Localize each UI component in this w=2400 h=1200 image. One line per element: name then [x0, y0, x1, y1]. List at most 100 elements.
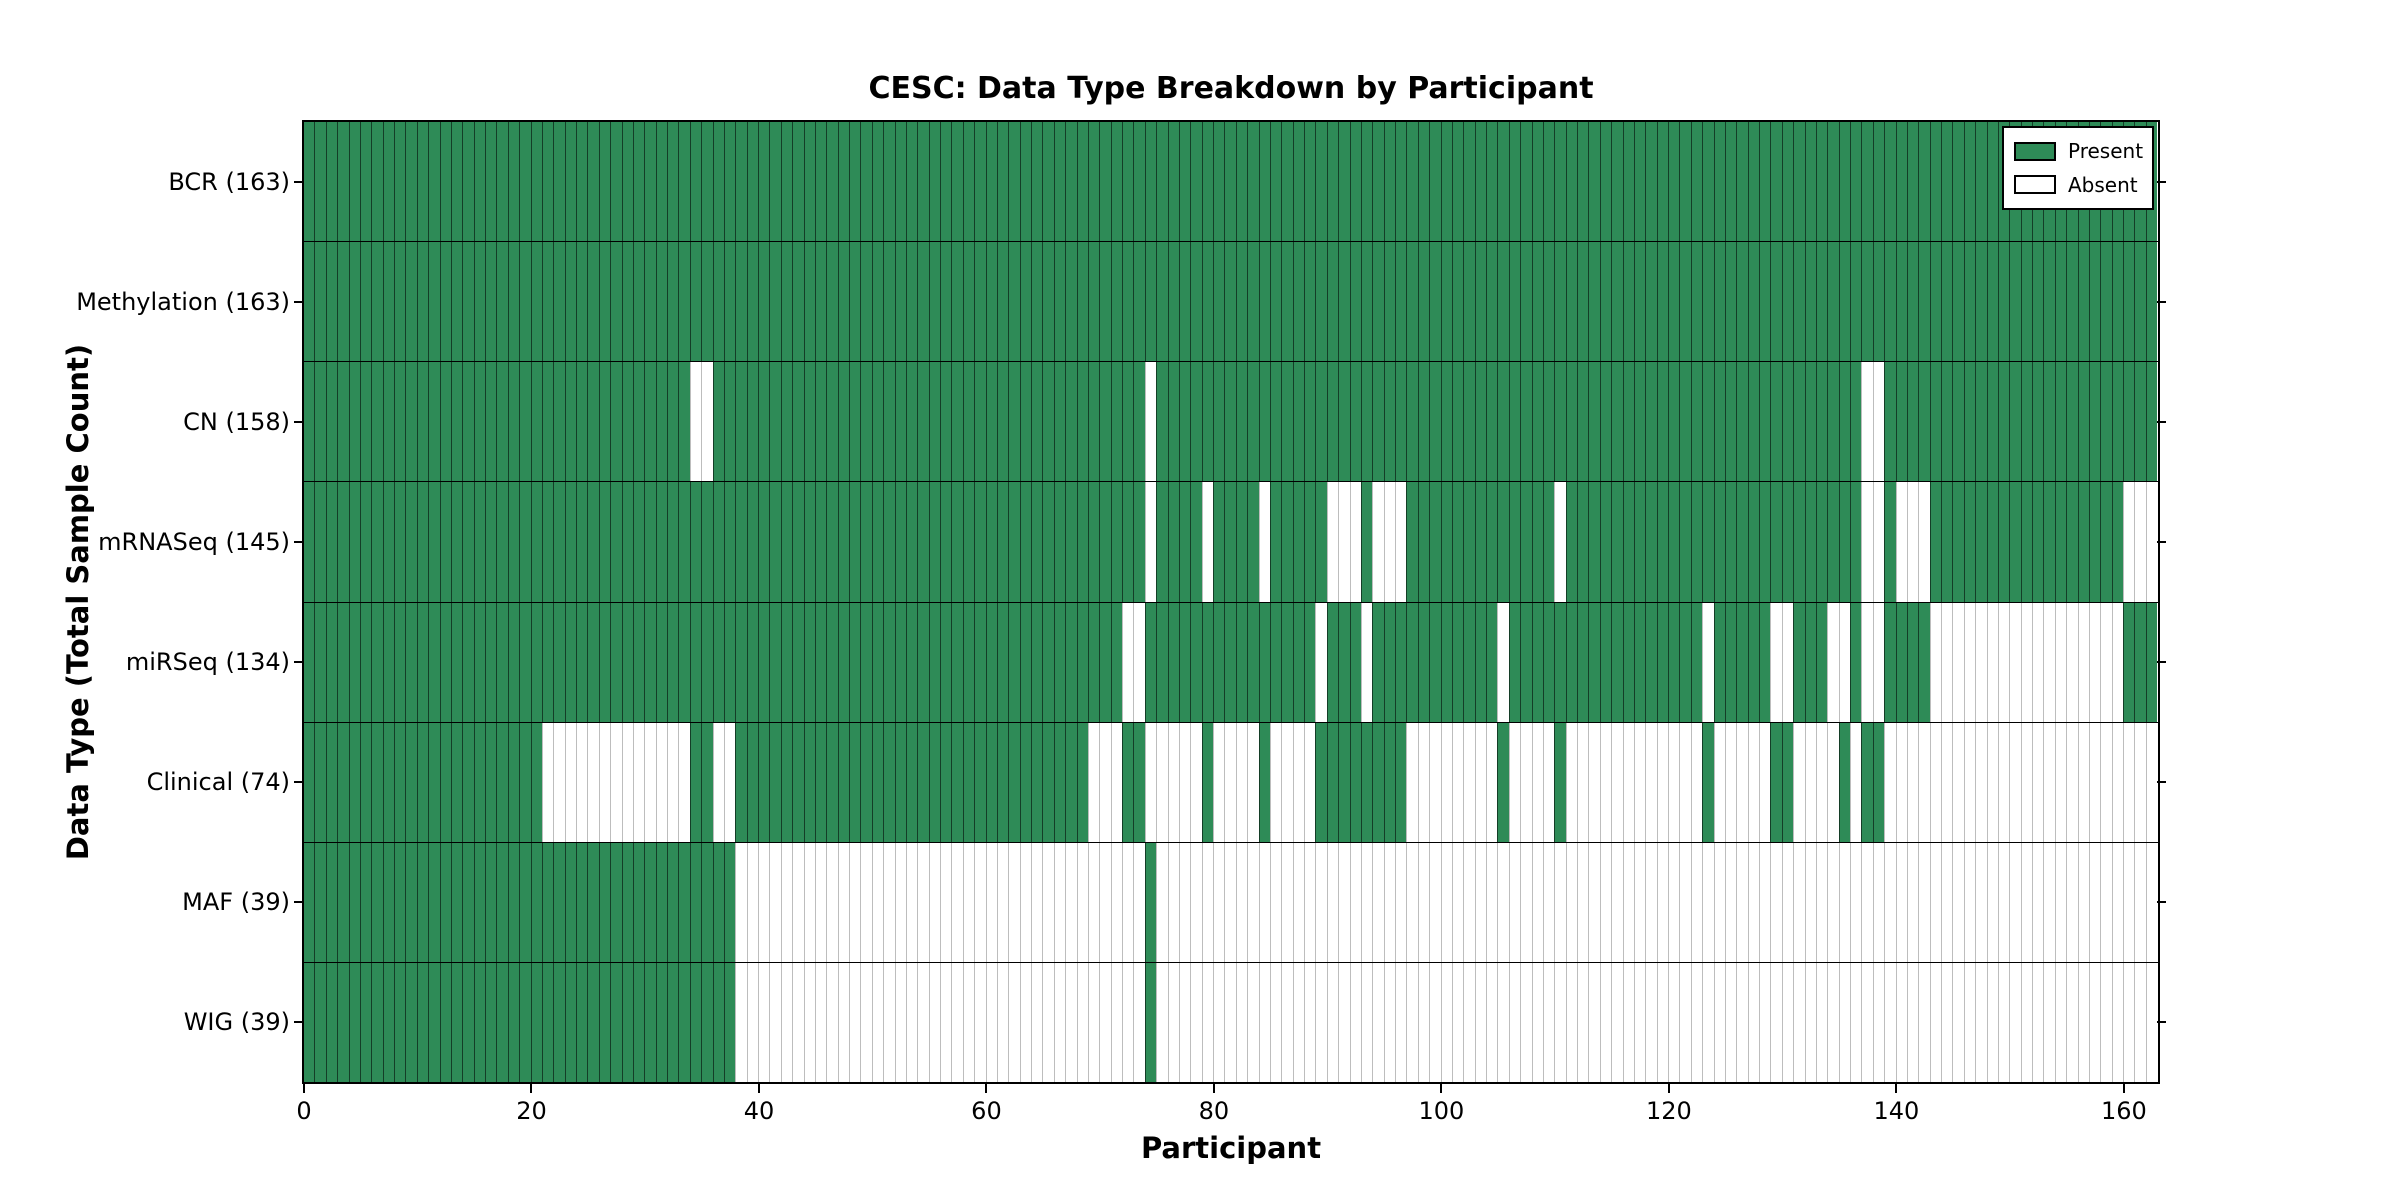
legend-entry-absent: Absent [2014, 173, 2142, 197]
heatmap-cell [814, 362, 827, 482]
heatmap-cell [1793, 722, 1805, 842]
heatmap-cell [1815, 602, 1828, 722]
heatmap-cell [450, 842, 463, 962]
heatmap-cell [359, 962, 372, 1082]
heatmap-cell [1781, 962, 1794, 1082]
heatmap-cell [667, 842, 679, 962]
heatmap-cell [359, 482, 372, 602]
heatmap-cell [325, 362, 338, 482]
heatmap-cell [758, 602, 770, 722]
heatmap-cell [1190, 602, 1202, 722]
heatmap-cell [1326, 962, 1339, 1082]
heatmap-cell [2134, 362, 2146, 482]
heatmap-cell [1542, 602, 1555, 722]
heatmap-cell [394, 962, 406, 1082]
heatmap-cell [1269, 722, 1282, 842]
heatmap-cell [1542, 962, 1555, 1082]
heatmap-cell [701, 122, 713, 242]
heatmap-cell [2009, 362, 2021, 482]
heatmap-cell [1554, 122, 1566, 242]
heatmap-cell [1167, 242, 1179, 362]
heatmap-cell [860, 242, 872, 362]
heatmap-cell [371, 482, 383, 602]
heatmap-cell [1360, 722, 1373, 842]
heatmap-cell [723, 842, 736, 962]
heatmap-cell [1360, 122, 1373, 242]
heatmap-cell [1474, 242, 1486, 362]
heatmap-cell [2066, 962, 2078, 1082]
heatmap-cell [1895, 362, 1907, 482]
heatmap-cell [871, 482, 884, 602]
heatmap-cell [1895, 602, 1907, 722]
heatmap-cell [962, 362, 975, 482]
heatmap-cell [1281, 482, 1293, 602]
heatmap-cell [1213, 122, 1225, 242]
heatmap-cell [576, 242, 588, 362]
heatmap-cell [1087, 482, 1100, 602]
heatmap-cell [1702, 602, 1714, 722]
heatmap-cell [2123, 722, 2135, 842]
heatmap-cell [2123, 362, 2135, 482]
heatmap-cell [1850, 722, 1862, 842]
heatmap-cell [632, 482, 645, 602]
heatmap-cell [1929, 962, 1941, 1082]
heatmap-cell [485, 482, 497, 602]
heatmap-cell [1497, 242, 1509, 362]
heatmap-cell [1770, 482, 1782, 602]
heatmap-cell [2043, 962, 2055, 1082]
heatmap-cell [1190, 122, 1202, 242]
heatmap-cell [2111, 602, 2123, 722]
heatmap-cell [1622, 962, 1634, 1082]
heatmap-cell [746, 242, 758, 362]
heatmap-cell [621, 242, 633, 362]
heatmap-cell [1133, 362, 1145, 482]
heatmap-cell [1383, 122, 1395, 242]
heatmap-cell [576, 602, 588, 722]
heatmap-cell [359, 842, 372, 962]
heatmap-cell [1008, 482, 1020, 602]
heatmap-cell [735, 122, 747, 242]
heatmap-cell [416, 842, 429, 962]
heatmap-cell [1713, 482, 1725, 602]
heatmap-cell [314, 842, 326, 962]
heatmap-cell [325, 242, 338, 362]
heatmap-cell [598, 602, 611, 722]
heatmap-cell [803, 122, 815, 242]
heatmap-cell [1326, 482, 1339, 602]
heatmap-cell [2077, 842, 2089, 962]
heatmap-cell [1315, 602, 1327, 722]
heatmap-cell [1178, 602, 1191, 722]
heatmap-cell [1326, 842, 1339, 962]
heatmap-cell [1156, 362, 1168, 482]
heatmap-cell [1565, 602, 1577, 722]
heatmap-cell [1702, 962, 1714, 1082]
heatmap-cell [1065, 602, 1077, 722]
heatmap-cell [928, 722, 940, 842]
heatmap-cell [371, 602, 383, 722]
heatmap-cell [1770, 602, 1782, 722]
heatmap-cell [1565, 362, 1577, 482]
heatmap-cell [1702, 842, 1714, 962]
heatmap-cell [1952, 482, 1964, 602]
y-tick-mark [294, 661, 303, 663]
heatmap-cell [1531, 242, 1543, 362]
heatmap-cell [1622, 122, 1634, 242]
heatmap-cell [2088, 482, 2101, 602]
heatmap-cell [1906, 362, 1919, 482]
heatmap-cell [610, 482, 622, 602]
heatmap-cell [1815, 962, 1828, 1082]
heatmap-cell [814, 722, 827, 842]
heatmap-cell [439, 482, 451, 602]
heatmap-cell [1713, 242, 1725, 362]
heatmap-cell [1156, 122, 1168, 242]
heatmap-cell [598, 242, 611, 362]
heatmap-cell [974, 482, 986, 602]
heatmap-cell [1451, 482, 1464, 602]
heatmap-cell [1759, 122, 1771, 242]
heatmap-cell [1326, 602, 1339, 722]
heatmap-cell [792, 842, 804, 962]
heatmap-cell [1633, 962, 1646, 1082]
heatmap-cell [894, 362, 906, 482]
heatmap-cell [621, 842, 633, 962]
heatmap-cell [701, 482, 713, 602]
